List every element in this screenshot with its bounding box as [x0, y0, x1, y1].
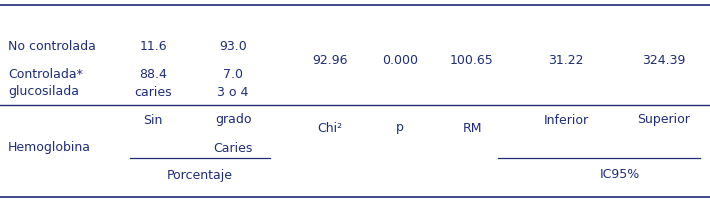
Text: Inferior: Inferior [543, 114, 589, 127]
Text: grado: grado [214, 114, 251, 127]
Text: Hemoglobina: Hemoglobina [8, 142, 91, 154]
Text: Porcentaje: Porcentaje [167, 168, 233, 182]
Text: 100.65: 100.65 [450, 54, 494, 68]
Text: Sin: Sin [143, 114, 163, 127]
Text: 31.22: 31.22 [548, 54, 584, 68]
Text: glucosilada: glucosilada [8, 86, 79, 98]
Text: 324.39: 324.39 [643, 54, 686, 68]
Text: 0.000: 0.000 [382, 54, 418, 68]
Text: 7.0: 7.0 [223, 68, 243, 82]
Text: 3 o 4: 3 o 4 [217, 86, 248, 98]
Text: RM: RM [462, 121, 482, 134]
Text: Chi²: Chi² [317, 121, 342, 134]
Text: caries: caries [134, 86, 172, 98]
Text: 93.0: 93.0 [219, 40, 247, 53]
Text: p: p [396, 121, 404, 134]
Text: 11.6: 11.6 [139, 40, 167, 53]
Text: 92.96: 92.96 [312, 54, 348, 68]
Text: Superior: Superior [638, 114, 690, 127]
Text: IC95%: IC95% [600, 168, 640, 182]
Text: Caries: Caries [213, 142, 253, 154]
Text: No controlada: No controlada [8, 40, 96, 53]
Text: Controlada*: Controlada* [8, 68, 83, 82]
Text: 88.4: 88.4 [139, 68, 167, 82]
